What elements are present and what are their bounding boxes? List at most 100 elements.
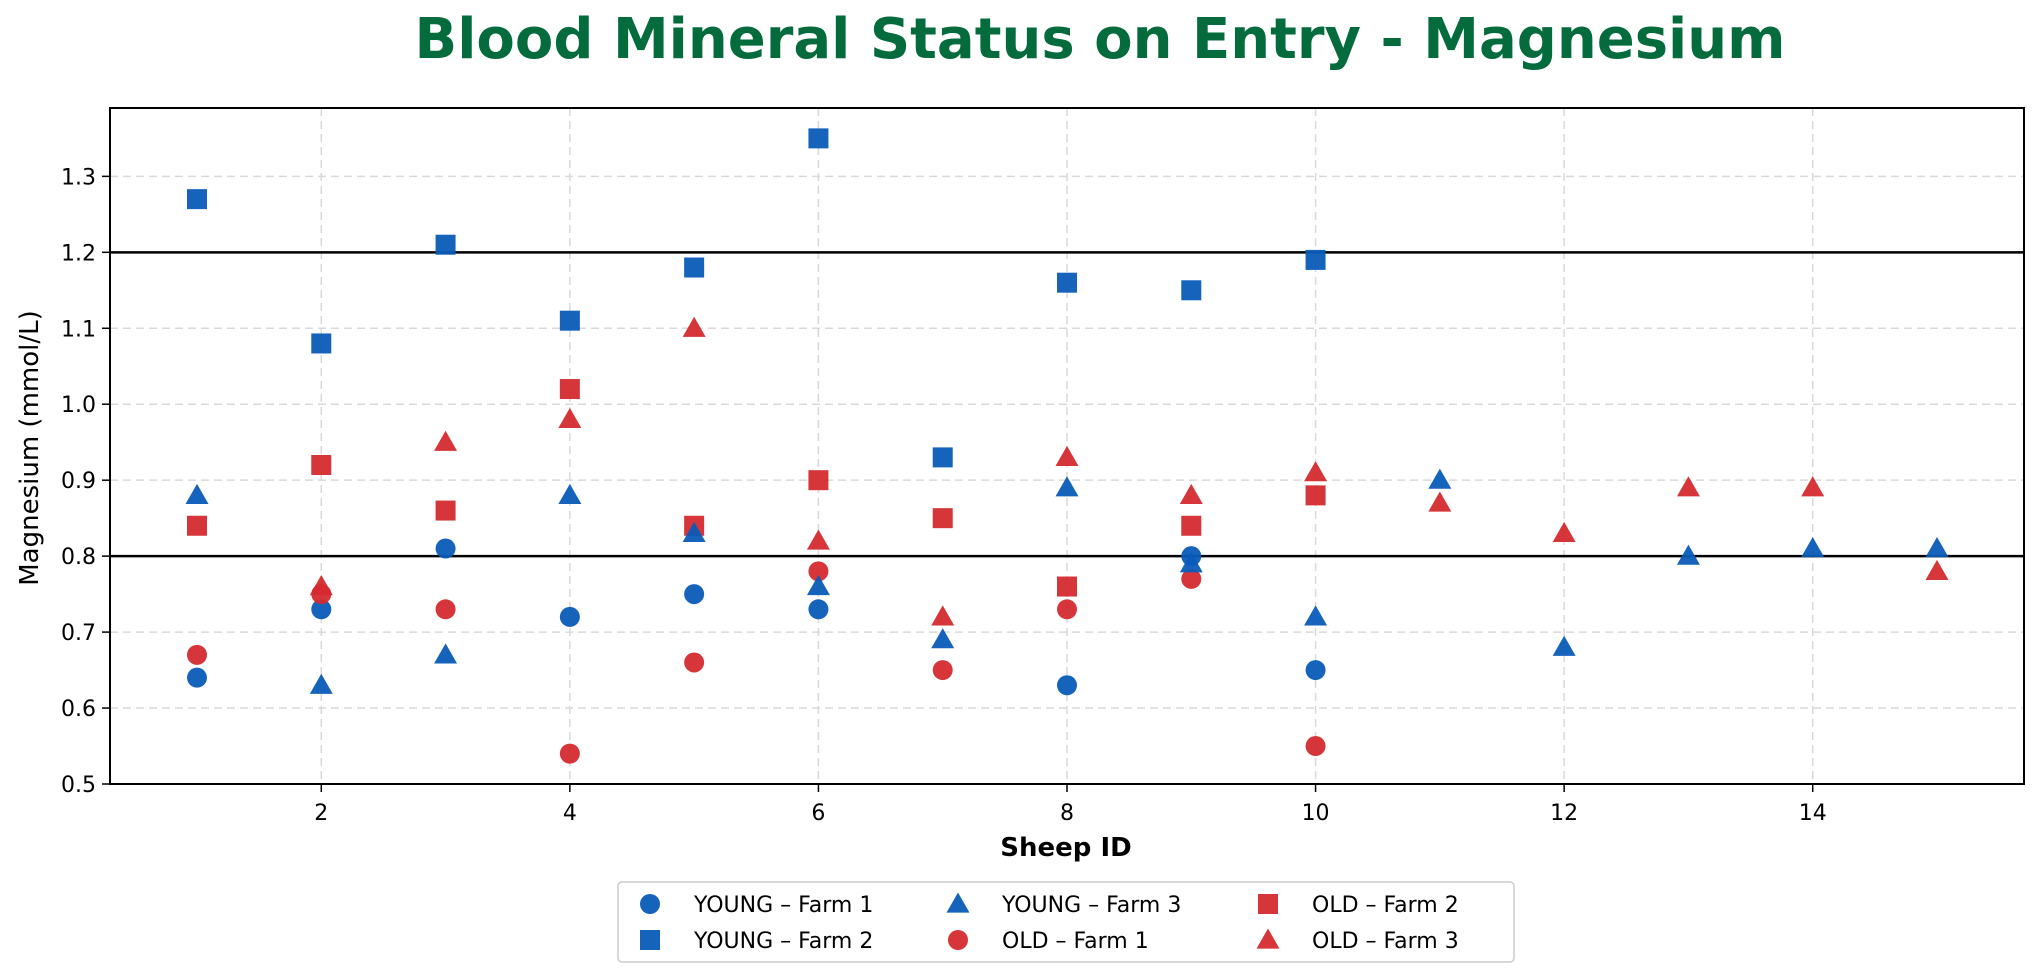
- data-point-series-5: [1428, 491, 1452, 512]
- legend-marker: [946, 892, 970, 913]
- data-point-series-5: [682, 316, 706, 337]
- data-point-series-3: [1057, 576, 1077, 597]
- legend-marker: [640, 894, 660, 914]
- x-tick-label: 12: [1550, 801, 1578, 826]
- y-axis-label: Magnesium (mmol/L): [15, 310, 45, 586]
- y-tick-label: 1.0: [61, 393, 96, 418]
- y-axis-ticks: 0.5 0.6 0.7 0.8 0.9 1.0 1.1 1.2 1.3: [61, 165, 110, 798]
- x-axis-ticks: 2 4 6 8 10 12 14: [314, 784, 1827, 826]
- data-point-series-3: [311, 454, 332, 475]
- data-point-series-2: [435, 234, 456, 255]
- data-point-series-1: [187, 644, 207, 665]
- data-point-series-1: [559, 743, 580, 764]
- legend-marker: [1258, 894, 1278, 914]
- data-point-series-5: [434, 430, 458, 451]
- data-point-series-2: [1057, 272, 1077, 293]
- data-point-series-4: [1552, 635, 1576, 656]
- data-point-series-5: [1801, 476, 1825, 497]
- data-point-series-4: [434, 643, 458, 664]
- data-point-series-2: [187, 189, 207, 210]
- data-point-series-4: [806, 575, 830, 596]
- legend-entry-label: YOUNG – Farm 3: [1001, 893, 1181, 918]
- data-point-series-5: [558, 407, 582, 429]
- data-point-series-4: [1179, 552, 1203, 573]
- y-tick-label: 0.9: [61, 469, 96, 494]
- data-point-series-2: [684, 257, 705, 278]
- data-point-series-5: [1055, 445, 1079, 467]
- x-tick-label: 14: [1799, 801, 1827, 826]
- data-point-series-0: [808, 599, 829, 620]
- data-point-series-1: [1057, 599, 1077, 620]
- data-point-series-3: [932, 508, 953, 529]
- data-point-series-1: [1305, 736, 1326, 757]
- legend: YOUNG – Farm 1 YOUNG – Farm 2 YOUNG – Farm…: [617, 881, 1515, 963]
- x-tick-label: 4: [563, 801, 577, 826]
- data-point-series-4: [1055, 476, 1079, 497]
- x-tick-label: 6: [811, 801, 825, 826]
- data-point-series-3: [187, 515, 207, 536]
- data-point-series-4: [1428, 468, 1452, 489]
- legend-marker: [1256, 928, 1280, 949]
- y-tick-label: 1.1: [61, 317, 96, 342]
- data-point-series-5: [1552, 521, 1576, 542]
- legend-entry-label: OLD – Farm 1: [1002, 929, 1149, 954]
- data-point-series-1: [808, 561, 829, 582]
- data-point-series-4: [1801, 537, 1825, 558]
- data-point-series-5: [1925, 559, 1949, 580]
- data-point-series-0: [559, 606, 580, 627]
- data-point-series-2: [311, 333, 332, 354]
- data-point-series-4: [1925, 537, 1949, 558]
- legend-entry-label: YOUNG – Farm 1: [693, 893, 873, 918]
- data-point-series-4: [558, 483, 582, 504]
- data-point-series-5: [806, 529, 830, 550]
- x-tick-label: 10: [1302, 801, 1330, 826]
- data-point-series-4: [931, 628, 955, 649]
- x-tick-label: 8: [1060, 801, 1074, 826]
- data-point-series-5: [1676, 476, 1700, 497]
- y-tick-label: 1.2: [61, 241, 96, 266]
- data-point-series-2: [1305, 249, 1326, 270]
- data-point-series-0: [311, 599, 332, 620]
- y-tick-label: 1.3: [61, 165, 96, 190]
- legend-entry-label: OLD – Farm 2: [1312, 893, 1459, 918]
- data-points: [185, 128, 1949, 764]
- legend-marker: [948, 930, 968, 950]
- data-point-series-4: [185, 483, 209, 504]
- data-point-series-3: [808, 470, 829, 491]
- data-point-series-2: [1181, 280, 1202, 301]
- data-point-series-1: [684, 652, 705, 673]
- legend-entry-label: OLD – Farm 3: [1312, 929, 1459, 954]
- data-point-series-1: [435, 599, 456, 620]
- data-point-series-3: [435, 500, 456, 521]
- data-point-series-1: [1181, 568, 1202, 589]
- y-tick-label: 0.5: [61, 773, 96, 798]
- data-point-series-4: [1304, 605, 1328, 626]
- data-point-series-3: [1305, 485, 1326, 506]
- data-point-series-2: [808, 128, 829, 149]
- data-point-series-0: [187, 667, 207, 688]
- legend-entry-label: YOUNG – Farm 2: [693, 929, 873, 954]
- data-point-series-4: [1676, 544, 1700, 565]
- chart-title: Blood Mineral Status on Entry - Magnesiu…: [415, 7, 1786, 72]
- data-point-series-0: [1305, 660, 1326, 681]
- data-point-series-0: [684, 584, 705, 605]
- y-tick-label: 0.8: [61, 545, 96, 570]
- legend-frame: [617, 881, 1515, 963]
- data-point-series-2: [559, 310, 580, 331]
- data-point-series-2: [932, 447, 953, 468]
- data-point-series-5: [1179, 483, 1203, 504]
- data-point-series-5: [309, 575, 333, 596]
- data-point-series-5: [1304, 461, 1328, 482]
- x-axis-label: Sheep ID: [1000, 833, 1131, 863]
- data-point-series-3: [1181, 515, 1202, 536]
- data-point-series-0: [1057, 675, 1077, 696]
- y-tick-label: 0.7: [61, 621, 96, 646]
- data-point-series-3: [559, 379, 580, 400]
- data-point-series-4: [309, 673, 333, 694]
- data-point-series-0: [435, 538, 456, 559]
- reference-lines: [110, 251, 2024, 558]
- data-point-series-4: [682, 521, 706, 542]
- legend-marker: [640, 930, 660, 950]
- data-point-series-5: [931, 605, 955, 626]
